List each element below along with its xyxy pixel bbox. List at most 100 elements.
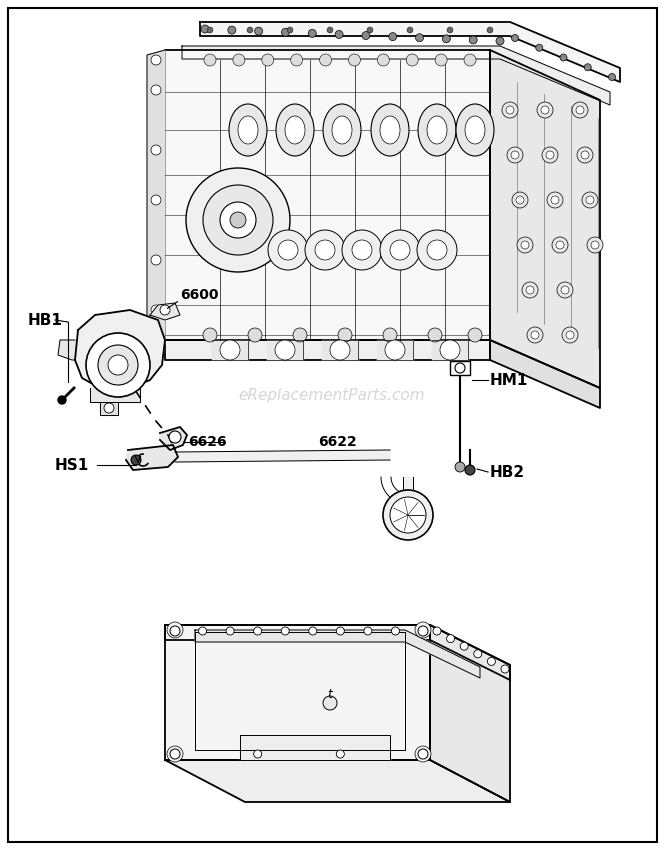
Circle shape: [367, 27, 373, 33]
Circle shape: [576, 106, 584, 114]
Circle shape: [390, 240, 410, 260]
Circle shape: [383, 328, 397, 342]
Polygon shape: [490, 50, 600, 388]
Circle shape: [566, 331, 574, 339]
Circle shape: [427, 240, 447, 260]
Circle shape: [364, 627, 372, 635]
Circle shape: [320, 54, 332, 66]
Polygon shape: [165, 625, 510, 680]
Circle shape: [541, 106, 549, 114]
Circle shape: [335, 31, 343, 38]
Circle shape: [262, 54, 274, 66]
Polygon shape: [182, 46, 610, 105]
Circle shape: [507, 147, 523, 163]
Bar: [450, 361, 470, 375]
Circle shape: [415, 622, 431, 638]
Circle shape: [233, 54, 245, 66]
Circle shape: [362, 31, 370, 40]
Ellipse shape: [465, 116, 485, 144]
Circle shape: [287, 27, 293, 33]
Circle shape: [98, 345, 138, 385]
Circle shape: [455, 363, 465, 373]
Circle shape: [406, 54, 418, 66]
Polygon shape: [212, 340, 248, 360]
Circle shape: [336, 627, 344, 635]
Text: 6626: 6626: [188, 435, 227, 449]
Circle shape: [469, 36, 477, 44]
Circle shape: [392, 627, 400, 635]
Circle shape: [268, 230, 308, 270]
Circle shape: [220, 340, 240, 360]
Text: HB1: HB1: [28, 313, 63, 327]
Circle shape: [151, 195, 161, 205]
Circle shape: [415, 746, 431, 762]
Circle shape: [151, 85, 161, 95]
Text: eReplacementParts.com: eReplacementParts.com: [239, 388, 426, 403]
Circle shape: [591, 241, 599, 249]
Circle shape: [348, 54, 360, 66]
Ellipse shape: [418, 104, 456, 156]
Circle shape: [151, 255, 161, 265]
Circle shape: [226, 627, 234, 635]
Circle shape: [167, 622, 183, 638]
Circle shape: [551, 196, 559, 204]
Circle shape: [253, 627, 261, 635]
Polygon shape: [195, 630, 480, 678]
Circle shape: [305, 230, 345, 270]
Circle shape: [587, 237, 603, 253]
Circle shape: [204, 54, 216, 66]
Circle shape: [380, 230, 420, 270]
Circle shape: [293, 328, 307, 342]
Circle shape: [151, 145, 161, 155]
Circle shape: [522, 282, 538, 298]
Circle shape: [447, 27, 453, 33]
Polygon shape: [165, 340, 490, 360]
Circle shape: [104, 403, 114, 413]
Circle shape: [170, 749, 180, 759]
Circle shape: [501, 665, 509, 673]
Polygon shape: [432, 340, 468, 360]
Circle shape: [527, 327, 543, 343]
Circle shape: [309, 627, 317, 635]
Circle shape: [487, 27, 493, 33]
Circle shape: [435, 54, 447, 66]
Circle shape: [291, 54, 303, 66]
Circle shape: [416, 34, 424, 42]
Circle shape: [230, 212, 246, 228]
Circle shape: [496, 37, 504, 45]
Circle shape: [186, 168, 290, 272]
Ellipse shape: [427, 116, 447, 144]
Circle shape: [323, 696, 337, 710]
Circle shape: [512, 192, 528, 208]
Text: 6622: 6622: [318, 435, 356, 449]
Circle shape: [560, 54, 567, 61]
Polygon shape: [90, 388, 140, 402]
Circle shape: [342, 230, 382, 270]
Circle shape: [336, 750, 344, 758]
Circle shape: [572, 102, 588, 118]
Ellipse shape: [323, 104, 361, 156]
Circle shape: [169, 431, 181, 443]
Circle shape: [383, 490, 433, 540]
Circle shape: [546, 151, 554, 159]
Circle shape: [247, 27, 253, 33]
Circle shape: [521, 241, 529, 249]
Circle shape: [171, 627, 179, 635]
Polygon shape: [147, 50, 165, 340]
Polygon shape: [150, 303, 180, 320]
Polygon shape: [377, 340, 413, 360]
Circle shape: [309, 30, 317, 37]
Text: HM1: HM1: [490, 372, 529, 388]
Circle shape: [516, 196, 524, 204]
Circle shape: [377, 54, 389, 66]
Circle shape: [407, 27, 413, 33]
Circle shape: [455, 462, 465, 472]
Ellipse shape: [380, 116, 400, 144]
Circle shape: [442, 35, 450, 42]
Circle shape: [131, 455, 141, 465]
Circle shape: [281, 627, 289, 635]
Circle shape: [517, 237, 533, 253]
Circle shape: [203, 328, 217, 342]
Polygon shape: [490, 340, 600, 408]
Circle shape: [275, 340, 295, 360]
